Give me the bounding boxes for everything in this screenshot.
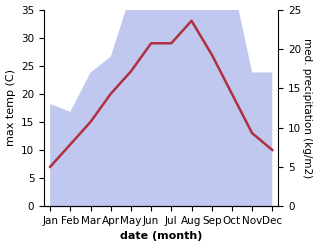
Y-axis label: med. precipitation (kg/m2): med. precipitation (kg/m2) <box>302 38 313 178</box>
Y-axis label: max temp (C): max temp (C) <box>5 69 16 146</box>
X-axis label: date (month): date (month) <box>120 231 203 242</box>
